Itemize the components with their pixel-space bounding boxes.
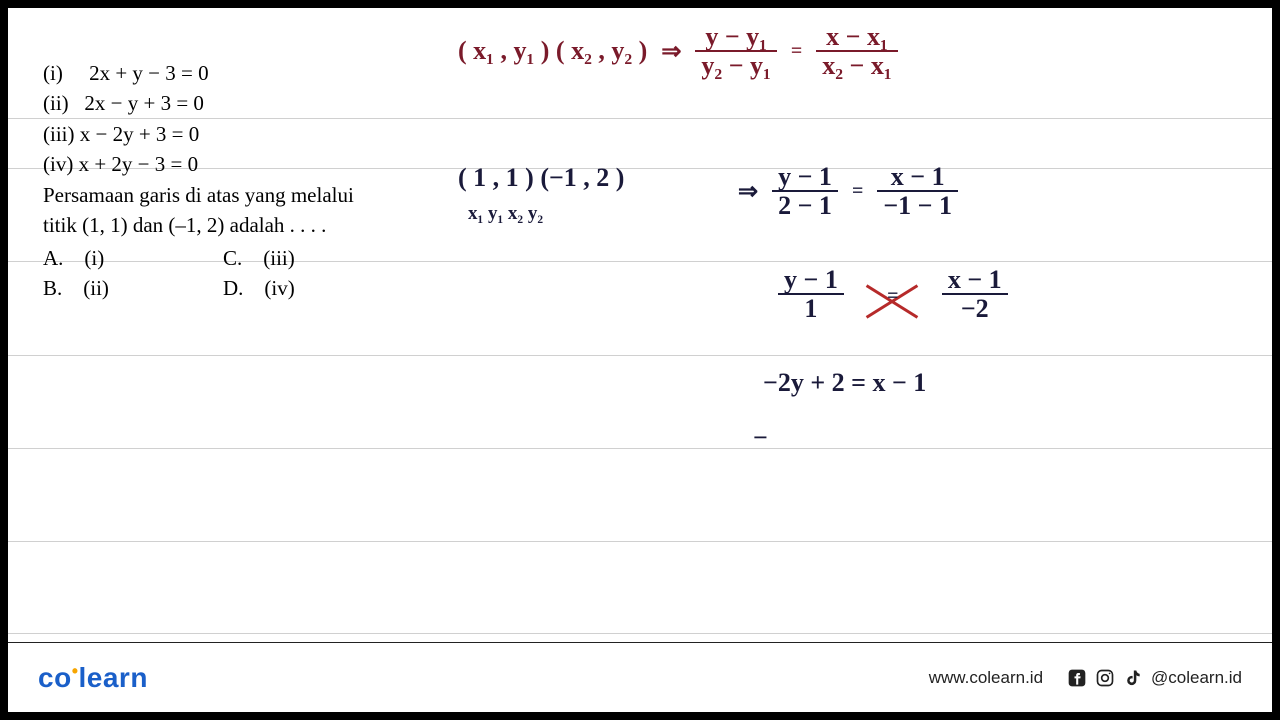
equals-sign: = (887, 285, 898, 307)
work-step3: −2y + 2 = x − 1 (763, 368, 926, 398)
equation-iv: (iv) x + 2y − 3 = 0 (43, 149, 423, 179)
equals-sign: = (852, 180, 863, 203)
colearn-logo: co•learn (38, 662, 148, 694)
option-d: D. (iv) (223, 273, 403, 303)
equation-i: (i) 2x + y − 3 = 0 (43, 58, 423, 88)
work-step2: y − 1 1 = x − 1 −2 (778, 266, 1008, 323)
social-handle: @colearn.id (1151, 668, 1242, 688)
formula-row: ( x₁ , y₁ ) ( x₂ , y₂ ) ⇒ y − y₁ y₂ − y₁… (458, 23, 898, 80)
step1-rhs: x − 1 −1 − 1 (877, 163, 958, 220)
formula-points: ( x₁ , y₁ ) ( x₂ , y₂ ) (458, 36, 647, 66)
work-step1: ⇒ y − 1 2 − 1 = x − 1 −1 − 1 (738, 163, 958, 220)
option-a: A. (i) (43, 243, 223, 273)
equation-iii: (iii) x − 2y + 3 = 0 (43, 119, 423, 149)
step2-lhs: y − 1 1 (778, 266, 844, 323)
question-line-2: titik (1, 1) dan (–1, 2) adalah . . . . (43, 210, 423, 240)
option-c: C. (iii) (223, 243, 403, 273)
social-icons: @colearn.id (1067, 668, 1242, 688)
work-points-labels: x₁ y₁ x₂ y₂ (468, 203, 543, 225)
problem-text: (i) 2x + y − 3 = 0 (ii) 2x − y + 3 = 0 (… (43, 58, 423, 304)
facebook-icon (1067, 668, 1087, 688)
instagram-icon (1095, 668, 1115, 688)
question-line-1: Persamaan garis di atas yang melalui (43, 180, 423, 210)
footer-url: www.colearn.id (929, 668, 1043, 688)
formula-lhs-fraction: y − y₁ y₂ − y₁ (695, 23, 776, 80)
logo-dot-icon: • (72, 661, 79, 682)
equals-sign: = (791, 40, 802, 63)
footer-bar: co•learn www.colearn.id @colearn.id (8, 642, 1272, 712)
arrow-icon: ⇒ (738, 177, 758, 206)
step1-lhs: y − 1 2 − 1 (772, 163, 838, 220)
work-stray-mark: − (753, 423, 768, 453)
formula-rhs-fraction: x − x₁ x₂ − x₁ (816, 23, 897, 80)
option-b: B. (ii) (43, 273, 223, 303)
equation-ii: (ii) 2x − y + 3 = 0 (43, 88, 423, 118)
arrow-icon: ⇒ (661, 37, 681, 66)
step2-rhs: x − 1 −2 (942, 266, 1008, 323)
work-points: ( 1 , 1 ) (−1 , 2 ) (458, 163, 624, 193)
tiktok-icon (1123, 668, 1143, 688)
